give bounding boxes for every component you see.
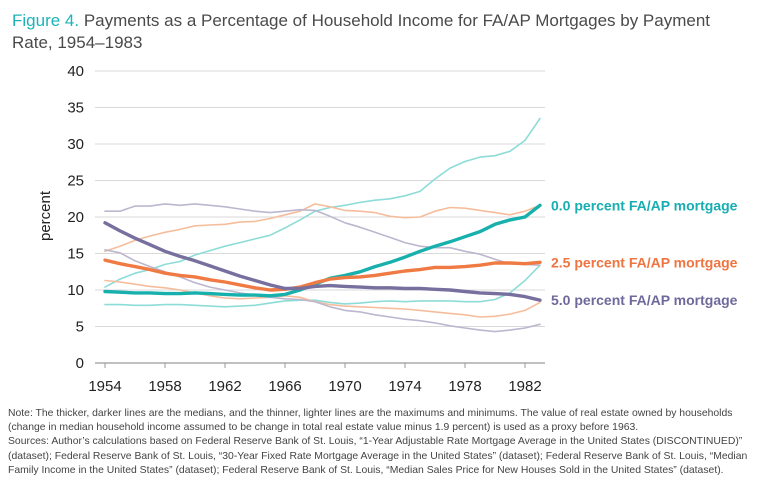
y-tick-label: 35: [67, 100, 84, 117]
x-tick-label: 1954: [88, 378, 121, 395]
min-series-line: [104, 264, 541, 308]
y-tick-label: 40: [67, 63, 84, 80]
y-tick-label: 25: [67, 173, 84, 190]
y-tick-label: 0: [76, 355, 84, 372]
figure-title-text: Payments as a Percentage of Household In…: [12, 11, 711, 52]
x-tick-label: 1978: [448, 378, 481, 395]
note-text: Note: The thicker, darker lines are the …: [8, 408, 733, 434]
chart-notes: Note: The thicker, darker lines are the …: [8, 407, 760, 478]
min-series-line: [104, 249, 541, 333]
max-series-line: [104, 203, 541, 266]
y-gridlines: [95, 70, 545, 364]
y-tick-label: 10: [67, 282, 84, 299]
y-tick-label: 30: [67, 136, 84, 153]
series-label: 5.0 percent FA/AP mortgage: [551, 292, 738, 308]
median-series-line: [103, 221, 542, 302]
x-tick-label: 1974: [388, 378, 421, 395]
x-tick-labels: 1954 1958 1962 1966 1970 1974 1978 1982: [88, 363, 542, 395]
line-chart: 0 5 10 15 20 25 30 35 40 1954 1958 1962 1966 1970 197…: [37, 63, 738, 395]
x-tick-label: 1958: [148, 378, 181, 395]
max-series-line: [104, 203, 541, 253]
y-tick-labels: 0 5 10 15 20 25 30 35 40: [67, 63, 84, 372]
y-tick-label: 5: [76, 319, 84, 336]
x-tick-label: 1962: [208, 378, 241, 395]
series-label: 0.0 percent FA/AP mortgage: [551, 197, 738, 213]
median-series-line: [103, 258, 542, 292]
sources-text: Sources: Author’s calculations based on …: [8, 436, 748, 476]
y-tick-label: 15: [67, 246, 84, 263]
x-tick-label: 1966: [268, 378, 301, 395]
y-axis-title: percent: [37, 190, 54, 241]
y-tick-label: 20: [67, 209, 84, 226]
figure-label: Figure 4.: [12, 11, 80, 30]
figure-title: Figure 4. Payments as a Percentage of Ho…: [12, 10, 752, 54]
x-tick-label: 1970: [328, 378, 361, 395]
x-tick-label: 1982: [508, 378, 541, 395]
max-series-line: [104, 117, 541, 288]
min-series-line: [104, 279, 541, 318]
series-label: 2.5 percent FA/AP mortgage: [551, 254, 738, 270]
series-labels: 0.0 percent FA/AP mortgage 2.5 percent FA…: [551, 197, 738, 308]
series-lines: [103, 117, 542, 333]
